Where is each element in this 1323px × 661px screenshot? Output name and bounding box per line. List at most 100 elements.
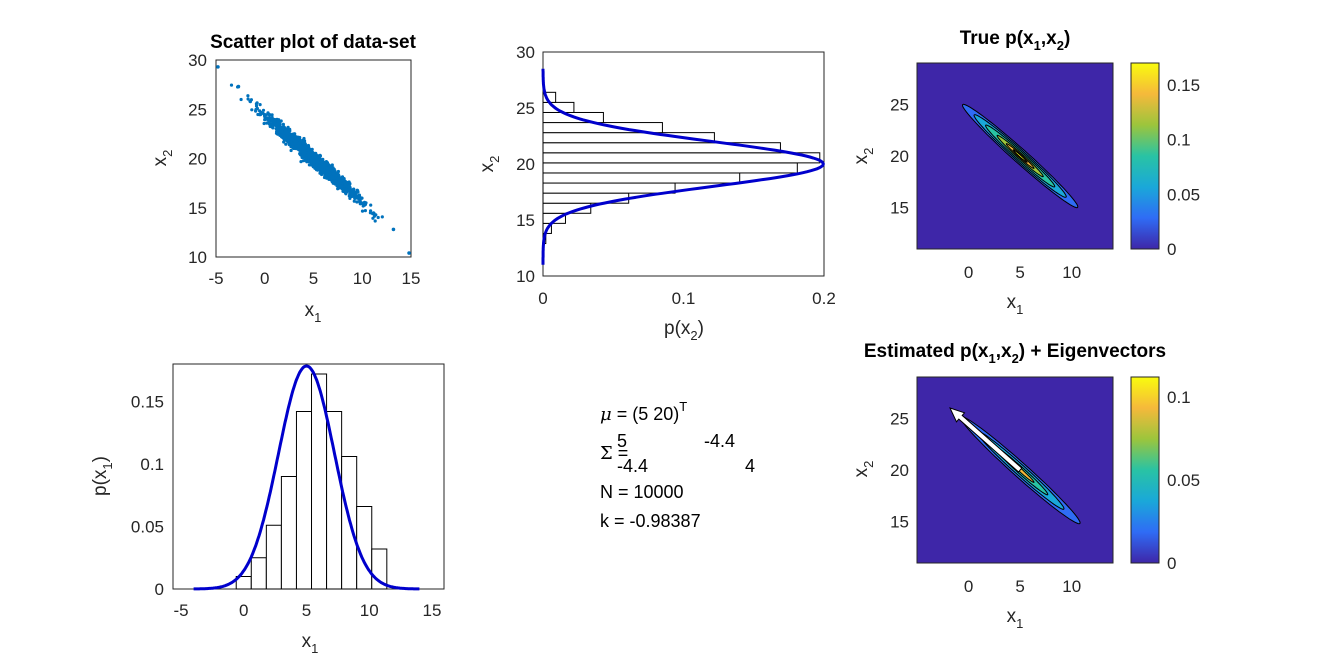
hist-x1-bar xyxy=(265,524,282,590)
y-tick-label: 15 xyxy=(890,513,909,532)
hist-x1-bars xyxy=(235,373,388,590)
scatter-point xyxy=(324,162,328,166)
scatter-point xyxy=(311,156,315,160)
scatter-point xyxy=(236,84,241,89)
scatter-point xyxy=(302,152,307,156)
mu-line: μ = (5 20)T xyxy=(600,399,687,425)
scatter-point xyxy=(272,123,276,127)
scatter-point xyxy=(340,175,345,179)
scatter-point xyxy=(340,185,344,189)
scatter-point xyxy=(277,122,281,126)
scatter-point xyxy=(294,137,298,141)
est-pdf-xlabel: x1 xyxy=(1007,606,1024,631)
scatter-ticks: -5 0 5 10 15 10 15 20 25 30 xyxy=(188,51,420,288)
scatter-point xyxy=(355,188,359,192)
x-tick-label: 15 xyxy=(402,269,421,288)
scatter-point xyxy=(339,179,343,183)
scatter-point xyxy=(270,113,274,117)
y-tick-label: 15 xyxy=(188,199,207,218)
scatter-point xyxy=(342,179,347,183)
scatter-point xyxy=(318,171,322,175)
est-pdf-colorbar-ticks: 0 0.05 0.1 xyxy=(1167,388,1200,573)
scatter-point xyxy=(349,189,353,193)
y-tick-label: 0.1 xyxy=(140,455,164,474)
scatter-point xyxy=(263,118,267,122)
y-tick-label: 25 xyxy=(188,100,207,119)
scatter-point xyxy=(296,144,300,148)
hist-x1-ticks: -5 0 5 10 15 0 0.05 0.1 0.15 xyxy=(131,393,442,621)
y-tick-label: 25 xyxy=(890,409,909,428)
scatter-point xyxy=(360,209,365,213)
hist-x2-ylabel: x2 xyxy=(477,156,502,173)
y-tick-label: 25 xyxy=(516,99,535,118)
scatter-point xyxy=(281,122,285,126)
scatter-ylabel: x2 xyxy=(150,150,175,167)
x-tick-label: 5 xyxy=(1015,263,1024,282)
y-tick-label: 20 xyxy=(890,147,909,166)
scatter-point xyxy=(246,97,250,101)
true-pdf-xlabel: x1 xyxy=(1007,292,1024,317)
scatter-point xyxy=(332,176,337,180)
hist-x1-bar xyxy=(295,411,313,590)
hist-x2-panel: 0 0.1 0.2 10 15 20 25 30 p(x2) x2 xyxy=(477,43,836,343)
scatter-point xyxy=(335,173,339,177)
scatter-points xyxy=(216,65,411,255)
scatter-point xyxy=(376,215,380,220)
sigma-a22: 4 xyxy=(745,456,755,476)
y-tick-label: 0 xyxy=(155,580,164,599)
y-tick-label: 25 xyxy=(890,95,909,114)
hist-x1-bar xyxy=(250,557,267,590)
est-pdf-title: Estimated p(x1,x2) + Eigenvectors xyxy=(864,341,1166,366)
scatter-point xyxy=(355,200,359,204)
scatter-point xyxy=(360,196,364,200)
scatter-point xyxy=(254,104,259,108)
scatter-point xyxy=(327,163,331,167)
colorbar-tick-label: 0.1 xyxy=(1167,131,1191,150)
hist-x2-bar xyxy=(542,101,575,113)
scatter-point xyxy=(331,172,335,176)
scatter-point xyxy=(344,190,348,195)
scatter-point xyxy=(314,167,318,171)
scatter-point xyxy=(363,209,367,213)
scatter-point xyxy=(348,196,352,200)
hist-x2-bar xyxy=(542,182,676,194)
scatter-point xyxy=(326,167,330,171)
x-tick-label: 15 xyxy=(423,601,442,620)
scatter-point xyxy=(318,153,322,157)
scatter-point xyxy=(342,189,346,193)
y-tick-label: 0.05 xyxy=(131,518,164,537)
scatter-point xyxy=(333,169,337,173)
scatter-point xyxy=(316,158,320,162)
scatter-point xyxy=(337,183,341,187)
scatter-point xyxy=(352,187,356,191)
hist-x1-panel: -5 0 5 10 15 0 0.05 0.1 0.15 x1 p(x1) xyxy=(90,363,445,656)
scatter-point xyxy=(330,163,334,167)
scatter-point xyxy=(347,185,351,189)
y-tick-label: 10 xyxy=(516,267,535,286)
scatter-point xyxy=(354,196,358,200)
x-tick-label: 0 xyxy=(964,263,973,282)
scatter-point xyxy=(306,148,310,152)
scatter-point xyxy=(322,164,326,168)
x-tick-label: -5 xyxy=(208,269,223,288)
hist-x2-ticks: 0 0.1 0.2 10 15 20 25 30 xyxy=(516,43,836,308)
y-tick-label: 10 xyxy=(188,248,207,267)
scatter-point xyxy=(294,142,298,146)
scatter-point xyxy=(352,199,356,203)
scatter-point xyxy=(360,201,364,206)
hist-x1-xlabel: x1 xyxy=(302,631,319,656)
scatter-point xyxy=(273,119,277,123)
y-tick-label: 0.15 xyxy=(131,393,164,412)
k-line: k = -0.98387 xyxy=(600,511,701,531)
scatter-point xyxy=(372,214,376,218)
scatter-point xyxy=(262,114,267,118)
scatter-point xyxy=(255,106,259,111)
sigma-a21: -4.4 xyxy=(617,456,648,476)
y-tick-label: 20 xyxy=(890,461,909,480)
hist-x2-bars xyxy=(542,91,821,245)
scatter-point xyxy=(262,121,266,126)
est-pdf-colorbar xyxy=(1130,376,1160,564)
x-tick-label: 0 xyxy=(239,601,248,620)
scatter-point xyxy=(268,116,272,120)
x-tick-label: 0 xyxy=(964,577,973,596)
